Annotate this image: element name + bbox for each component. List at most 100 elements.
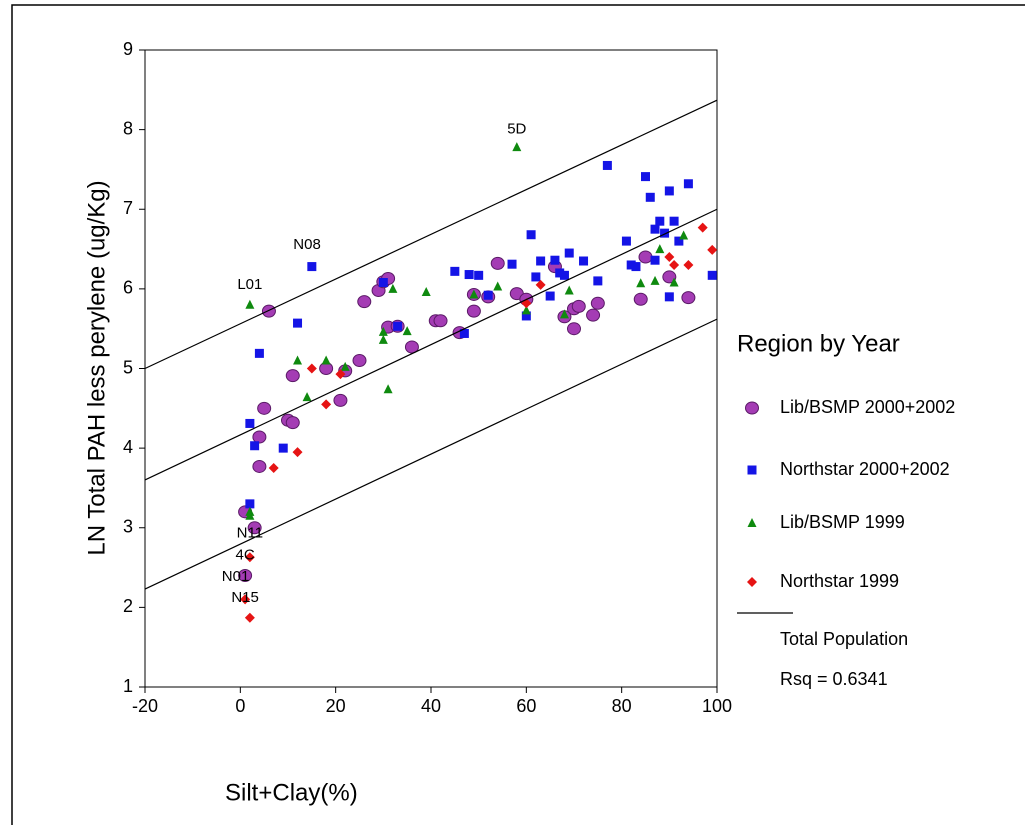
point: [466, 304, 481, 318]
point: [674, 236, 684, 246]
y-tick-label: 8: [123, 118, 133, 138]
point: [521, 305, 531, 315]
point-annotation: N08: [293, 236, 321, 253]
legend-label: Northstar 1999: [780, 571, 899, 591]
y-tick-label: 6: [123, 278, 133, 298]
point: [352, 354, 367, 368]
x-tick-label: 0: [235, 696, 245, 716]
point: [307, 262, 317, 272]
point-annotation: N11: [237, 524, 263, 541]
point: [245, 499, 255, 509]
point: [571, 299, 586, 313]
point: [669, 277, 679, 287]
point-annotation: N15: [231, 589, 259, 606]
y-tick-label: 5: [123, 357, 133, 377]
point: [244, 552, 255, 563]
point: [586, 308, 601, 322]
point: [669, 259, 680, 270]
x-tick-label: 60: [516, 696, 536, 716]
point: [493, 281, 503, 291]
point: [521, 311, 531, 321]
y-tick-label: 1: [123, 676, 133, 696]
point: [669, 216, 679, 226]
y-tick-label: 4: [123, 437, 133, 457]
point: [278, 443, 288, 453]
point-annotation: N01: [222, 568, 250, 585]
point: [490, 256, 505, 270]
point: [550, 255, 560, 265]
legend-title: Region by Year: [737, 330, 900, 357]
point-annotation: L01: [237, 276, 262, 293]
outer-frame: [11, 4, 1025, 825]
point: [531, 272, 541, 282]
point: [621, 236, 631, 246]
point-annotation: 5D: [507, 121, 526, 138]
point: [641, 172, 650, 182]
rsq-label: Rsq = 0.6341: [780, 669, 888, 689]
y-tick-label: 2: [123, 596, 133, 616]
point: [559, 309, 569, 319]
x-tick-label: -20: [132, 696, 158, 716]
legend-label: Northstar 2000+2002: [780, 459, 950, 479]
point: [292, 447, 303, 458]
point: [245, 299, 255, 309]
point: [333, 393, 348, 407]
y-tick-label: 9: [123, 39, 133, 59]
point: [240, 594, 251, 605]
y-tick-label: 3: [123, 517, 133, 537]
point: [245, 418, 255, 428]
point: [512, 142, 522, 152]
point: [357, 295, 372, 309]
point-annotation: 4C: [236, 547, 255, 564]
legend-label: Total Population: [780, 629, 908, 649]
point: [564, 248, 574, 258]
point: [650, 224, 660, 234]
point: [469, 289, 479, 299]
point: [483, 290, 493, 300]
point: [402, 326, 412, 336]
point: [421, 287, 431, 297]
point: [564, 285, 574, 295]
point: [536, 256, 546, 266]
point: [252, 459, 267, 473]
point: [293, 355, 303, 365]
y-axis-label: LN Total PAH less perylene (ug/Kg): [83, 180, 110, 555]
legend-marker: [747, 518, 757, 527]
fit-line: [144, 99, 718, 370]
point: [638, 250, 653, 264]
point: [245, 510, 255, 520]
point: [555, 268, 565, 278]
legend-marker: [747, 577, 757, 587]
point: [679, 230, 689, 240]
point: [378, 326, 388, 336]
point: [579, 256, 589, 266]
point: [650, 275, 660, 285]
point: [378, 278, 388, 288]
x-tick-label: 20: [326, 696, 346, 716]
point: [254, 348, 264, 358]
point: [293, 318, 303, 328]
point: [244, 612, 255, 623]
point: [268, 463, 279, 474]
point: [655, 216, 665, 226]
point: [650, 255, 660, 265]
point: [535, 279, 546, 290]
point: [626, 260, 636, 270]
point: [335, 369, 346, 380]
point: [321, 399, 332, 410]
point: [252, 430, 267, 444]
point: [321, 355, 331, 365]
point: [257, 401, 272, 415]
point: [459, 328, 469, 338]
point: [631, 262, 641, 272]
y-tick-label: 7: [123, 198, 133, 218]
point: [388, 283, 398, 293]
point: [707, 270, 717, 280]
legend-label: Lib/BSMP 1999: [780, 512, 905, 532]
point: [545, 291, 555, 301]
point: [593, 276, 603, 286]
point: [683, 259, 694, 270]
point: [636, 278, 646, 288]
point: [378, 334, 388, 344]
